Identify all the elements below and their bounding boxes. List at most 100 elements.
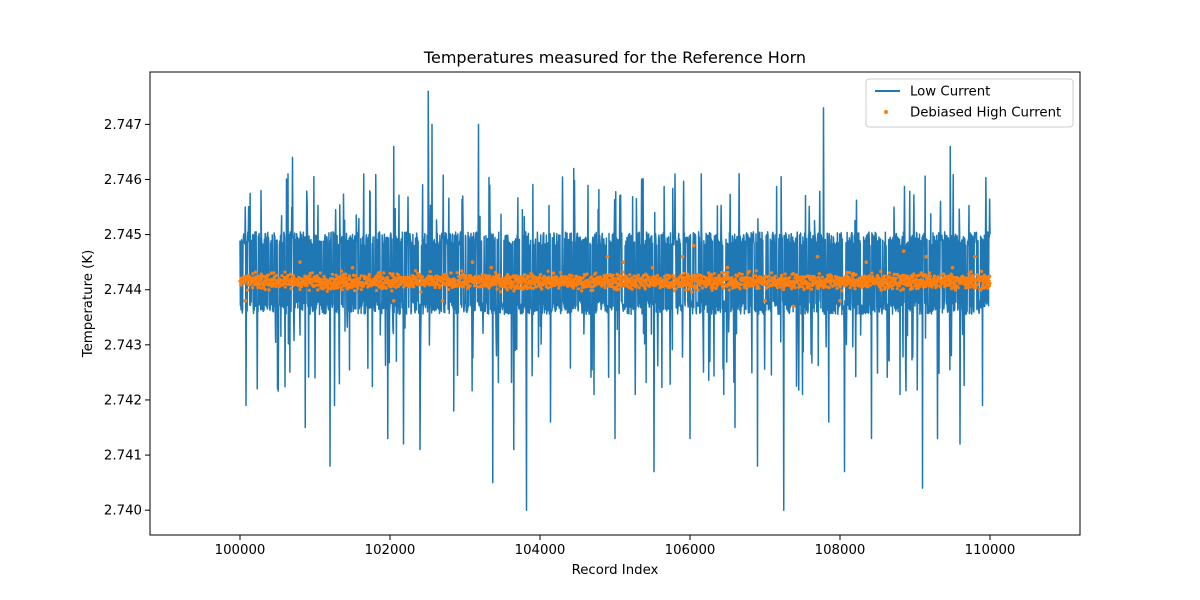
legend-entry-debiased-high-current: Debiased High Current bbox=[910, 106, 1061, 121]
y-tick-label: 2.740 bbox=[104, 504, 142, 519]
scatter-point bbox=[941, 272, 946, 276]
scatter-point-outlier bbox=[838, 298, 842, 303]
scatter-point bbox=[690, 284, 695, 288]
scatter-point bbox=[565, 275, 569, 279]
scatter-point bbox=[730, 276, 734, 280]
scatter-point bbox=[740, 282, 744, 287]
scatter-point bbox=[510, 285, 514, 289]
scatter-point bbox=[783, 272, 787, 276]
scatter-point bbox=[812, 282, 816, 286]
legend-scatter-swatch bbox=[884, 110, 888, 114]
scatter-point bbox=[718, 276, 722, 280]
scatter-point bbox=[374, 283, 378, 287]
scatter-point bbox=[910, 287, 914, 291]
scatter-point bbox=[932, 274, 937, 278]
scatter-point bbox=[743, 279, 747, 283]
scatter-point bbox=[557, 286, 561, 290]
scatter-point bbox=[332, 283, 337, 288]
scatter-point bbox=[976, 282, 980, 287]
scatter-point bbox=[740, 272, 744, 276]
x-axis: 100000 102000 104000 106000 108000 110000 bbox=[215, 535, 1015, 558]
scatter-point bbox=[696, 288, 700, 292]
scatter-point-outlier bbox=[605, 254, 610, 259]
scatter-point bbox=[289, 286, 293, 291]
scatter-point bbox=[988, 281, 992, 285]
scatter-point bbox=[790, 287, 794, 291]
scatter-point bbox=[874, 277, 878, 282]
scatter-point bbox=[710, 274, 714, 278]
scatter-point bbox=[344, 272, 348, 276]
scatter-point bbox=[682, 271, 686, 276]
scatter-point bbox=[605, 273, 609, 277]
scatter-point bbox=[840, 289, 844, 293]
scatter-point bbox=[829, 282, 833, 286]
scatter-point bbox=[497, 273, 501, 277]
scatter-point bbox=[515, 274, 519, 278]
scatter-point bbox=[726, 270, 730, 275]
scatter-point bbox=[792, 283, 797, 287]
scatter-point bbox=[894, 276, 898, 280]
scatter-point bbox=[928, 274, 932, 278]
x-tick-label: 102000 bbox=[365, 543, 416, 558]
scatter-point bbox=[540, 287, 544, 291]
scatter-point-outlier bbox=[791, 304, 796, 309]
x-tick-label: 100000 bbox=[215, 543, 266, 558]
scatter-point bbox=[421, 275, 425, 279]
scatter-point bbox=[375, 274, 379, 278]
y-axis-label: Temperature (K) bbox=[81, 250, 96, 359]
scatter-point bbox=[390, 289, 394, 293]
scatter-point-outlier bbox=[269, 271, 274, 275]
scatter-point bbox=[280, 274, 284, 278]
scatter-point bbox=[809, 287, 814, 291]
scatter-point bbox=[901, 287, 905, 291]
scatter-point bbox=[921, 285, 926, 289]
scatter-point bbox=[738, 287, 742, 291]
scatter-point bbox=[503, 281, 508, 285]
scatter-point bbox=[615, 273, 620, 277]
scatter-point bbox=[782, 287, 786, 292]
scatter-point bbox=[661, 284, 665, 289]
scatter-point bbox=[412, 285, 416, 289]
scatter-point-outlier bbox=[815, 254, 820, 259]
scatter-point bbox=[838, 285, 842, 289]
scatter-point bbox=[316, 288, 320, 292]
scatter-point-outlier bbox=[391, 298, 396, 303]
y-tick-label: 2.743 bbox=[104, 338, 142, 353]
scatter-point bbox=[714, 286, 718, 291]
scatter-point-outlier bbox=[470, 260, 475, 264]
scatter-point bbox=[455, 271, 459, 275]
scatter-point bbox=[763, 278, 767, 283]
scatter-point bbox=[711, 285, 716, 289]
scatter-point bbox=[321, 287, 325, 291]
scatter-point bbox=[647, 275, 651, 279]
scatter-point bbox=[801, 285, 805, 289]
scatter-point bbox=[637, 286, 641, 290]
scatter-point bbox=[802, 287, 806, 292]
scatter-point bbox=[956, 286, 960, 290]
scatter-point bbox=[684, 283, 689, 288]
scatter-point bbox=[690, 290, 694, 294]
scatter-point bbox=[337, 275, 341, 279]
scatter-point bbox=[971, 274, 975, 278]
y-tick-label: 2.747 bbox=[104, 118, 142, 133]
scatter-point bbox=[340, 288, 344, 292]
scatter-point bbox=[630, 287, 634, 291]
scatter-point bbox=[745, 286, 749, 290]
scatter-point bbox=[857, 276, 862, 280]
scatter-point bbox=[630, 276, 634, 280]
scatter-point bbox=[298, 288, 302, 292]
scatter-point bbox=[338, 283, 342, 287]
scatter-point bbox=[318, 271, 322, 275]
scatter-point bbox=[341, 272, 345, 276]
scatter-point bbox=[853, 284, 857, 288]
scatter-point bbox=[611, 273, 615, 277]
scatter-point bbox=[284, 279, 288, 283]
scatter-point bbox=[773, 274, 777, 278]
scatter-point bbox=[680, 283, 684, 287]
scatter-point bbox=[700, 286, 704, 290]
scatter-point-outlier bbox=[650, 265, 655, 270]
scatter-point bbox=[778, 282, 782, 286]
scatter-point bbox=[727, 288, 731, 292]
scatter-point bbox=[635, 283, 639, 288]
